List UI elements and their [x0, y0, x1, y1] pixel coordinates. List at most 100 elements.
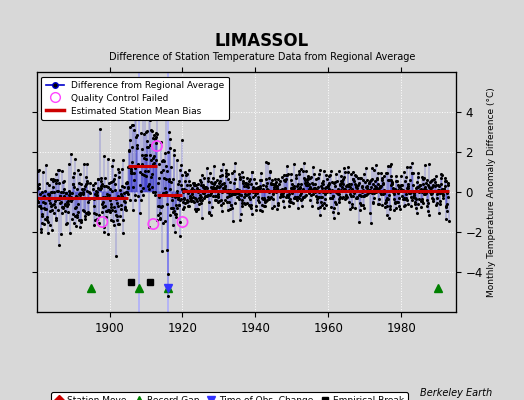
Point	[331, 198, 340, 205]
Point	[293, 194, 302, 200]
Point	[366, 187, 374, 193]
Point	[123, 179, 131, 185]
Point	[93, 215, 101, 222]
Point	[66, 196, 74, 202]
Point	[123, 180, 132, 186]
Point	[352, 173, 360, 179]
Point	[336, 182, 345, 188]
Point	[192, 208, 201, 214]
Point	[303, 176, 312, 182]
Point	[190, 187, 199, 193]
Point	[63, 202, 72, 209]
Point	[318, 180, 326, 186]
Point	[439, 191, 447, 198]
Point	[153, 105, 161, 111]
Point	[79, 188, 87, 195]
Point	[46, 222, 54, 228]
Point	[268, 181, 276, 187]
Point	[308, 187, 316, 194]
Text: Berkeley Earth: Berkeley Earth	[420, 388, 493, 398]
Point	[266, 195, 275, 201]
Point	[72, 204, 80, 210]
Point	[395, 184, 403, 191]
Point	[242, 192, 250, 198]
Point	[388, 181, 396, 188]
Point	[438, 186, 446, 192]
Point	[141, 116, 149, 122]
Point	[248, 189, 257, 195]
Point	[139, 191, 147, 198]
Point	[194, 206, 202, 212]
Point	[231, 160, 239, 166]
Point	[155, 175, 163, 181]
Point	[381, 170, 390, 177]
Point	[108, 218, 117, 224]
Point	[187, 197, 195, 204]
Point	[247, 168, 256, 175]
Point	[55, 242, 63, 248]
Point	[222, 173, 230, 180]
Point	[149, 189, 157, 196]
Point	[144, 186, 152, 192]
Point	[75, 224, 84, 230]
Point	[266, 168, 274, 175]
Point	[370, 190, 378, 196]
Point	[214, 198, 222, 205]
Point	[132, 196, 140, 203]
Point	[394, 187, 402, 193]
Point	[274, 202, 282, 208]
Point	[54, 167, 63, 173]
Point	[380, 188, 389, 194]
Point	[312, 199, 321, 206]
Point	[46, 208, 54, 214]
Point	[49, 176, 57, 183]
Point	[252, 184, 260, 191]
Point	[242, 192, 250, 198]
Point	[319, 189, 328, 195]
Point	[143, 143, 151, 150]
Point	[263, 182, 271, 189]
Point	[127, 158, 136, 165]
Point	[195, 197, 204, 204]
Point	[421, 186, 429, 192]
Point	[407, 160, 416, 166]
Point	[416, 182, 424, 188]
Point	[252, 180, 260, 186]
Point	[70, 220, 78, 226]
Point	[239, 200, 248, 207]
Point	[324, 182, 332, 188]
Point	[407, 203, 415, 209]
Point	[122, 207, 130, 214]
Point	[151, 192, 159, 198]
Point	[297, 190, 305, 196]
Point	[152, 134, 161, 140]
Point	[328, 195, 336, 202]
Point	[286, 188, 294, 194]
Point	[265, 196, 274, 202]
Point	[265, 175, 273, 182]
Point	[424, 184, 433, 190]
Point	[53, 177, 61, 183]
Point	[402, 174, 410, 180]
Point	[182, 172, 190, 178]
Point	[71, 205, 80, 211]
Point	[325, 189, 334, 195]
Point	[418, 198, 426, 204]
Point	[224, 206, 232, 213]
Point	[290, 161, 298, 167]
Point	[183, 199, 192, 206]
Point	[100, 224, 108, 230]
Point	[102, 214, 110, 220]
Point	[380, 190, 388, 196]
Point	[149, 221, 158, 227]
Point	[41, 206, 50, 212]
Point	[39, 168, 47, 175]
Point	[61, 221, 70, 228]
Point	[163, 201, 171, 208]
Point	[358, 202, 367, 208]
Point	[237, 192, 245, 198]
Point	[248, 211, 256, 217]
Point	[391, 186, 400, 192]
Point	[314, 184, 323, 190]
Point	[311, 186, 320, 192]
